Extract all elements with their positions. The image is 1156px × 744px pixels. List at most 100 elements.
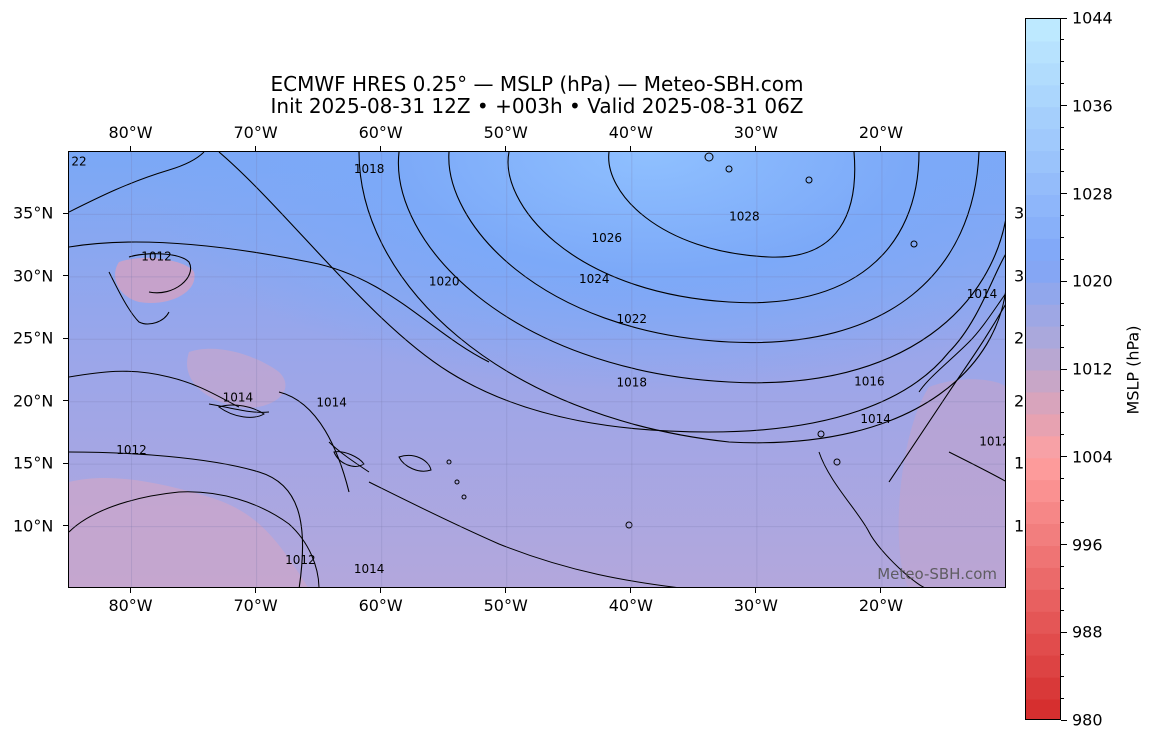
colorbar-tick-label: 1020 [1072,271,1113,291]
lon-label-bottom: 50°W [483,596,528,615]
tick-mark [1061,17,1067,19]
isobar-label: 1016 [854,374,885,388]
map-gridlines [69,152,1005,587]
tick-mark [1061,171,1064,173]
tick-mark [63,212,68,214]
lat-label-right-clipped: 3 [1014,203,1025,223]
tick-mark [1061,302,1064,304]
lat-label-right-clipped: 2 [1014,391,1025,411]
colorbar-band [1026,84,1060,108]
tick-mark [1061,456,1067,458]
lon-label-bottom: 80°W [108,596,153,615]
tick-mark [63,275,68,277]
isobar-label: 1014 [223,391,254,405]
tick-mark [1061,346,1064,348]
colorbar-band [1026,40,1060,64]
colorbar-band [1026,655,1060,678]
colorbar-tick-label: 980 [1072,710,1103,730]
tick-mark [1061,61,1064,63]
coastlines [69,152,1005,587]
colorbar-band [1026,699,1060,719]
lon-label-top: 50°W [483,123,528,142]
colorbar-band [1026,304,1060,327]
chart-title: ECMWF HRES 0.25° — MSLP (hPa) — Meteo-SB… [270,72,804,96]
colorbar-band [1026,370,1060,393]
tick-mark [1061,653,1064,655]
colorbar-band [1026,457,1060,481]
isobar-label: 1018 [354,162,385,176]
tick-mark [1061,193,1067,194]
tick-mark [1061,127,1064,129]
tick-mark [1061,105,1067,107]
colorbar-tick-label: 1012 [1072,359,1113,379]
tick-mark [1061,675,1064,677]
tick-mark [1061,149,1064,151]
lat-label-left: 35°N [13,203,54,223]
tick-mark [1061,719,1067,721]
tick-mark [755,588,757,593]
colorbar-band [1026,677,1060,700]
lon-label-top: 60°W [358,123,403,142]
colorbar-band [1026,106,1060,130]
colorbar-band [1026,391,1060,415]
lon-label-bottom: 70°W [233,596,278,615]
tick-mark [63,462,68,464]
lat-label-left: 20°N [13,391,54,411]
tick-mark [1061,324,1064,326]
isobar-label: 1012 [979,434,1006,448]
tick-mark [130,146,132,151]
colorbar-band [1026,194,1060,217]
tick-mark [1061,609,1064,611]
lat-label-right-clipped: 2 [1014,328,1025,348]
isobar-labels: 1018 1012 1028 1026 1024 1020 1022 1018 1016 1014… [71,155,1006,576]
tick-mark [1061,434,1064,436]
tick-mark [1061,478,1064,480]
lat-label-right-clipped: 1 [1014,516,1025,536]
mslp-map[interactable]: 1018 1012 1028 1026 1024 1020 1022 1018 1016 1014… [69,152,1006,588]
watermark: Meteo-SBH.com [877,565,997,583]
colorbar-band [1026,216,1060,239]
lon-label-bottom: 40°W [608,596,653,615]
lat-label-left: 10°N [13,516,54,536]
tick-mark [1061,83,1064,85]
colorbar-tick-label: 1004 [1072,447,1113,467]
colorbar-band [1026,19,1060,42]
tick-mark [630,588,632,593]
lon-label-top: 70°W [233,123,278,142]
lat-label-right-clipped: 3 [1014,266,1025,286]
tick-mark [1061,587,1064,589]
colorbar-gradient [1026,19,1060,719]
lon-label-top: 80°W [108,123,153,142]
lat-label-left: 15°N [13,453,54,473]
colorbar-band [1026,523,1060,546]
lon-label-top: 20°W [858,123,904,142]
colorbar-tick-label: 1036 [1072,96,1113,116]
isobar-label: 1020 [429,275,460,289]
isobar-label: 1014 [316,396,347,410]
tick-mark [1061,544,1067,545]
tick-mark [505,588,507,593]
isobar-label: 1028 [729,210,760,224]
tick-mark [255,146,257,151]
tick-mark [1061,390,1064,392]
isobar-label: 1026 [592,231,623,245]
tick-mark [63,337,68,339]
tick-mark [255,588,257,593]
map-frame[interactable]: 1018 1012 1028 1026 1024 1020 1022 1018 1016 1014… [68,151,1006,588]
colorbar-tick-label: 988 [1072,622,1103,642]
isobar-label: 1012 [285,553,316,567]
caribbean-islands [217,152,918,529]
colorbar-band [1026,326,1060,349]
isobar-label: 1014 [860,412,891,426]
lon-label-bottom: 20°W [858,596,904,615]
isobar-label: 1012 [116,443,147,457]
lon-label-top: 30°W [733,123,778,142]
lat-label-left: 30°N [13,266,54,286]
colorbar-band [1026,348,1060,371]
colorbar-label: MSLP (hPa) [1123,325,1143,415]
isobar-label: 1014 [967,287,998,301]
tick-mark [755,146,757,151]
isobar-label: 1018 [617,376,648,390]
tick-mark [380,588,382,593]
lon-label-bottom: 30°W [733,596,778,615]
